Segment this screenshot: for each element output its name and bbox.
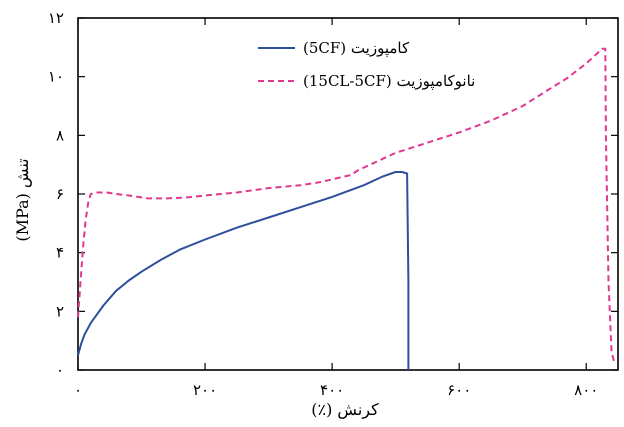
legend-label-series-1: کامپوزیت (5CF) — [303, 39, 410, 57]
plot-frame — [77, 17, 619, 371]
series-layer — [77, 47, 616, 370]
y-tick-label: ۱۲ — [48, 9, 64, 27]
series-line-1 — [77, 171, 410, 370]
legend-label-series-2: نانوکامپوزیت (15CL-5CF) — [303, 72, 475, 90]
y-tick-label: ۴ — [56, 244, 64, 262]
y-tick-label: ۶ — [56, 185, 64, 203]
series-line-2 — [77, 47, 616, 365]
y-tick-label: ۰ — [56, 361, 64, 379]
y-tick-label: ۲ — [56, 302, 64, 320]
y-axis-label: تنش (MPa) — [13, 158, 32, 241]
x-tick-label: ۰ — [74, 381, 82, 399]
legend: کامپوزیت (5CF) نانوکامپوزیت (15CL-5CF) — [258, 39, 475, 90]
axis-ticks — [77, 17, 618, 371]
x-tick-label: ۶۰۰ — [447, 381, 471, 399]
x-tick-label: ۲۰۰ — [193, 381, 217, 399]
y-tick-label: ۸ — [56, 126, 64, 144]
axis-tick-labels: ۰ ۲۰۰ ۴۰۰ ۶۰۰ ۸۰۰ ۰ ۲ ۴ ۶ ۸ ۱۰ ۱۲ — [48, 9, 598, 399]
x-tick-label: ۸۰۰ — [574, 381, 598, 399]
y-tick-label: ۱۰ — [48, 68, 64, 86]
x-axis-label: کرنش (٪) — [311, 400, 379, 419]
x-tick-label: ۴۰۰ — [320, 381, 344, 399]
